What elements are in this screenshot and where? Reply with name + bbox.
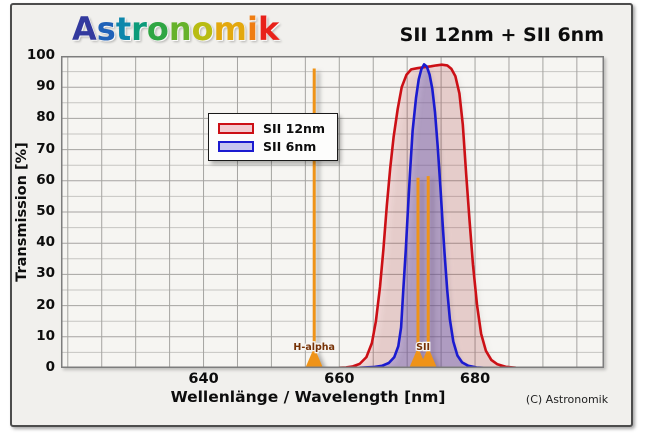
legend: SII 12nm SII 6nm <box>208 113 338 161</box>
x-tick-label: 640 <box>188 371 219 387</box>
legend-item-sii12: SII 12nm <box>218 119 325 137</box>
plot-area: H-alpha SII <box>61 56 604 368</box>
astronomik-logo: Astronomik <box>72 10 279 48</box>
legend-swatch-sii6 <box>218 140 254 152</box>
y-tick-label: 0 <box>45 359 55 375</box>
logo-letter: t <box>115 10 132 48</box>
logo-letter: A <box>72 10 97 48</box>
logo-letter: n <box>168 10 192 48</box>
copyright-text: (C) Astronomik <box>525 393 609 406</box>
legend-label: SII 6nm <box>263 138 317 154</box>
legend-swatch-sii12 <box>218 122 254 134</box>
logo-letter: m <box>213 10 247 48</box>
x-tick-label: 680 <box>459 371 491 387</box>
emission-line <box>409 177 427 368</box>
logo-letter: s <box>96 10 116 48</box>
x-tick-label: 660 <box>324 371 355 387</box>
y-tick-label: 70 <box>36 140 55 157</box>
y-tick-label: 90 <box>36 78 55 95</box>
emission-label: H-alpha <box>293 342 335 353</box>
emission-label: SII <box>416 342 430 353</box>
logo-letter: r <box>131 10 147 48</box>
series-curve <box>61 63 604 368</box>
logo-letter: k <box>257 10 280 48</box>
y-tick-label: 30 <box>36 265 55 282</box>
y-tick-label: 60 <box>36 171 55 188</box>
legend-label: SII 12nm <box>263 120 325 136</box>
y-tick-label: 20 <box>36 296 55 313</box>
x-axis-title: Wellenlänge / Wavelength [nm] <box>170 388 446 406</box>
logo-letter: o <box>146 10 169 48</box>
chart-title: SII 12nm + SII 6nm <box>399 24 604 46</box>
emission-line <box>305 68 323 368</box>
series-curve <box>61 63 604 368</box>
y-tick-label: 10 <box>36 327 55 344</box>
y-tick-label: 50 <box>36 203 55 219</box>
logo-letter: i <box>246 10 258 48</box>
legend-item-sii6: SII 6nm <box>218 137 325 155</box>
y-tick-label: 100 <box>26 47 55 63</box>
y-tick-label: 80 <box>36 109 55 126</box>
y-tick-label: 40 <box>36 234 55 251</box>
emission-line <box>419 176 437 368</box>
logo-letter: o <box>191 10 214 48</box>
